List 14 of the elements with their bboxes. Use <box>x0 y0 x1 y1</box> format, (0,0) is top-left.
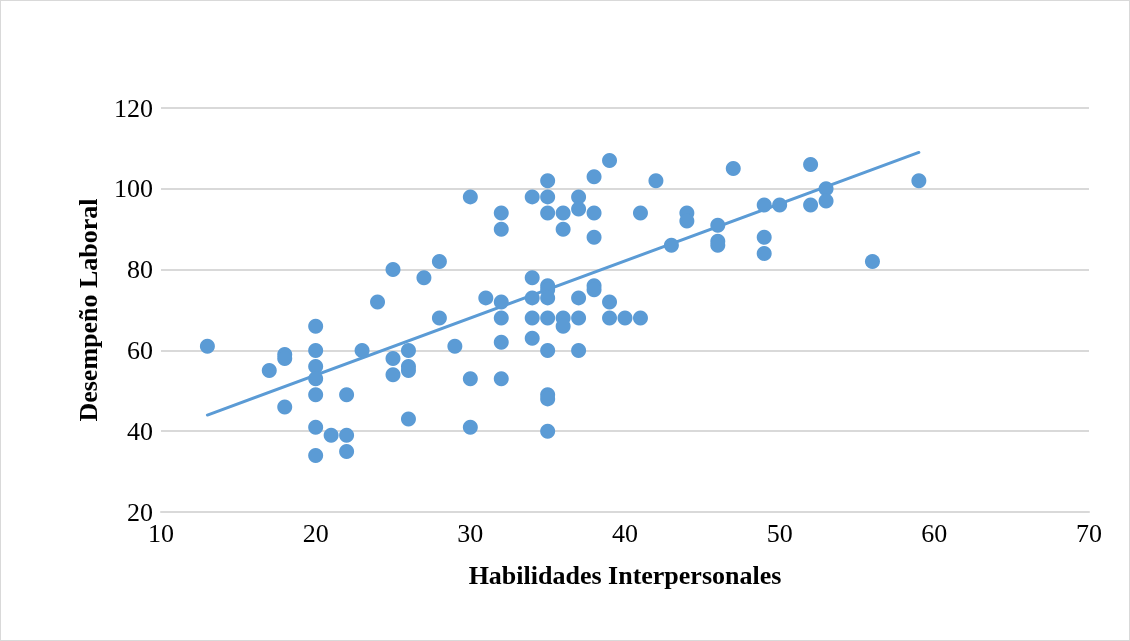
x-tick-label: 30 <box>457 518 484 548</box>
y-tick-label: 100 <box>114 174 153 204</box>
y-tick-label: 120 <box>114 93 153 123</box>
x-axis-title: Habilidades Interpersonales <box>468 560 782 590</box>
y-tick-label: 40 <box>127 416 153 446</box>
x-tick-label: 40 <box>612 518 638 548</box>
y-tick-label: 20 <box>127 497 153 527</box>
y-tick-label: 80 <box>127 255 153 285</box>
x-tick-label: 20 <box>302 518 329 548</box>
x-tick-label: 60 <box>921 518 948 548</box>
x-tick-label: 70 <box>1076 518 1102 548</box>
x-tick-label: 50 <box>766 518 793 548</box>
y-tick-label: 60 <box>127 335 153 365</box>
y-axis-title: Desempeño Laboral <box>73 198 103 422</box>
